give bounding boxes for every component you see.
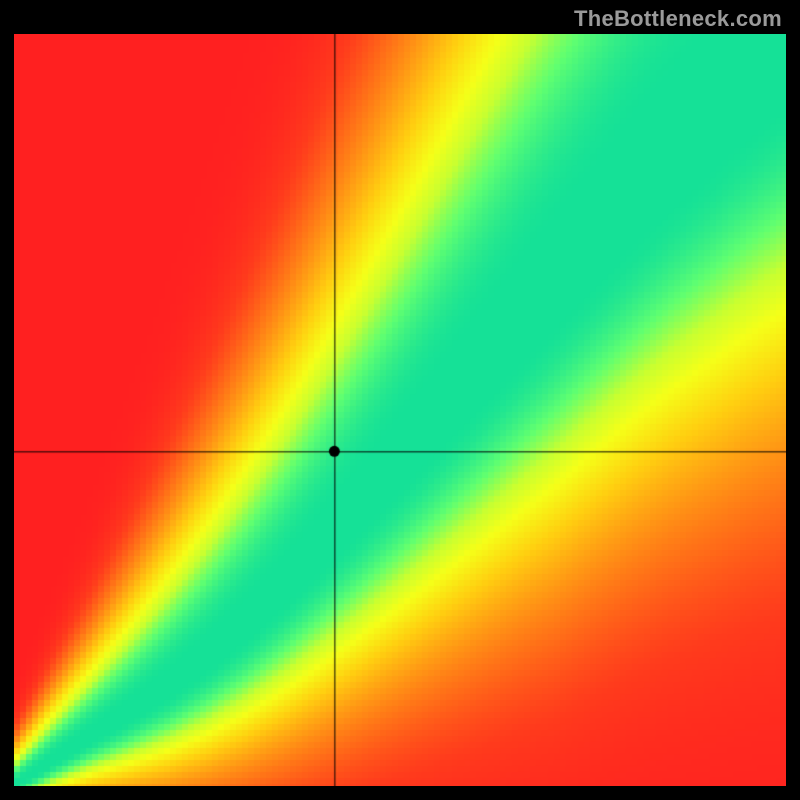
heatmap-canvas — [14, 34, 786, 786]
plot-container: TheBottleneck.com — [0, 0, 800, 800]
watermark-text: TheBottleneck.com — [574, 6, 782, 32]
